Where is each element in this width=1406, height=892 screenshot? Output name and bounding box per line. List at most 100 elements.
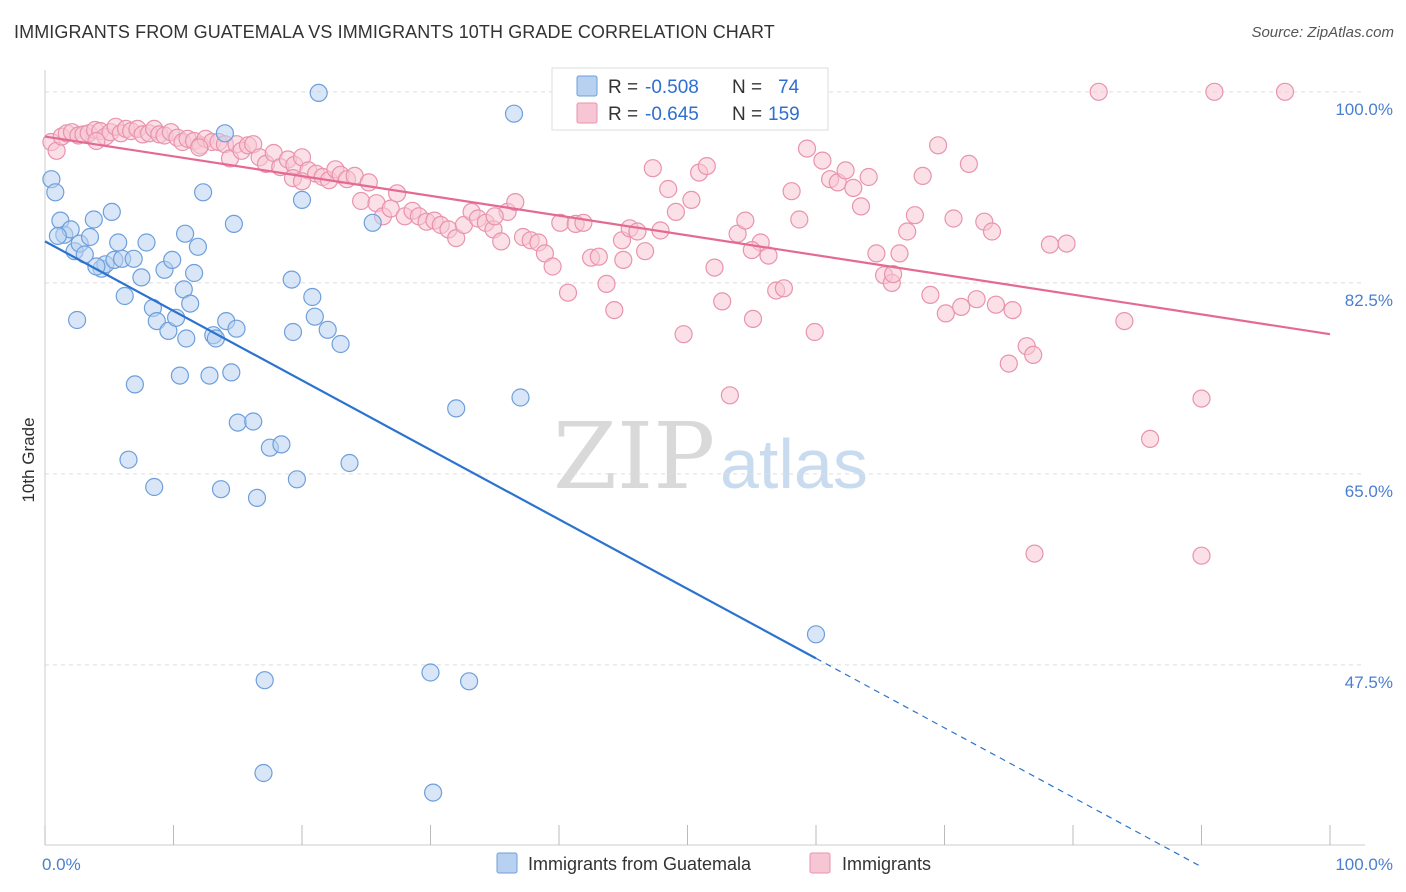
legend-n-label-2: N = <box>732 104 762 125</box>
legend-swatch-guatemala <box>496 852 518 874</box>
guatemala-point-71 <box>145 477 164 497</box>
immigrants-point-104 <box>736 211 755 230</box>
immigrants-point-91 <box>635 242 655 261</box>
immigrants-point-146 <box>1192 546 1211 565</box>
immigrants-point-85 <box>589 247 608 266</box>
guatemala-point-19 <box>137 233 156 252</box>
trend-line-guatemala-extension <box>815 657 1202 868</box>
y-axis-label: 10th Grade <box>19 417 38 502</box>
x-tick-label-1: 100.0% <box>1335 855 1393 874</box>
immigrants-point-120 <box>859 167 878 187</box>
legend-n-label-1: N = <box>732 77 762 98</box>
guatemala-point-14 <box>109 233 128 252</box>
immigrants-point-141 <box>1040 235 1060 254</box>
guatemala-point-62 <box>447 399 466 418</box>
immigrants-point-138 <box>1003 301 1022 320</box>
guatemala-point-29 <box>181 294 200 313</box>
immigrants-point-155 <box>485 207 504 226</box>
guatemala-point-50 <box>283 322 303 342</box>
legend-r-label-2: R = <box>608 104 638 125</box>
guatemala-point-65 <box>511 388 530 407</box>
immigrants-point-131 <box>944 209 963 228</box>
immigrants-point-134 <box>967 290 986 309</box>
guatemala-point-8 <box>80 227 100 247</box>
immigrants-point-133 <box>959 154 979 173</box>
guatemala-point-59 <box>363 213 382 232</box>
guatemala-point-39 <box>224 214 243 233</box>
legend-n-value-2: 159 <box>768 104 800 125</box>
immigrants-point-92 <box>643 159 662 178</box>
guatemala-point-60 <box>421 663 440 682</box>
immigrants-point-58 <box>388 184 407 203</box>
immigrants-point-147 <box>1025 544 1044 563</box>
immigrants-point-53 <box>352 191 371 211</box>
guatemala-point-16 <box>115 286 134 306</box>
guatemala-point-61 <box>424 783 443 802</box>
x-tick-label-0: 0.0% <box>42 855 81 874</box>
immigrants-point-72 <box>492 232 511 251</box>
y-tick-label-2: 65.0% <box>1345 482 1393 501</box>
immigrants-point-113 <box>805 322 824 342</box>
immigrants-point-100 <box>705 258 724 277</box>
immigrants-point-157 <box>190 138 209 157</box>
guatemala-point-28 <box>176 224 195 243</box>
immigrants-point-86 <box>597 274 616 293</box>
legend-swatch-pink <box>576 102 598 124</box>
guatemala-point-17 <box>124 249 143 268</box>
guatemala-point-56 <box>318 320 337 339</box>
immigrants-point-121 <box>867 244 886 263</box>
immigrants-point-144 <box>1140 429 1160 448</box>
guatemala-point-32 <box>194 183 213 202</box>
guatemala-point-36 <box>211 480 231 499</box>
series-guatemala-points <box>42 83 826 802</box>
immigrants-point-101 <box>713 292 732 311</box>
guatemala-point-24 <box>163 250 182 269</box>
guatemala-point-42 <box>215 124 234 143</box>
immigrants-point-83 <box>574 213 593 232</box>
guatemala-point-58 <box>340 453 359 473</box>
trend-lines <box>44 135 1331 868</box>
immigrants-point-132 <box>952 297 971 316</box>
immigrants-point-125 <box>898 222 917 241</box>
immigrants-point-114 <box>813 151 832 170</box>
immigrants-point-150 <box>1275 82 1295 101</box>
watermark-zip: ZIP <box>553 403 715 510</box>
tick-labels: 100.0% 82.5% 65.0% 47.5% 0.0% 100.0% <box>42 100 1393 874</box>
immigrants-point-74 <box>506 193 525 212</box>
guatemala-point-46 <box>254 763 273 783</box>
legend-r-value-1: -0.508 <box>645 77 699 98</box>
stats-legend: R = -0.508 N = 74 R = -0.645 N = 159 <box>551 67 829 131</box>
immigrants-point-158 <box>87 131 106 151</box>
immigrants-point-154 <box>614 250 633 269</box>
immigrants-point-140 <box>1024 345 1043 364</box>
guatemala-point-21 <box>147 312 166 331</box>
guatemala-point-44 <box>247 488 267 507</box>
guatemala-point-70 <box>119 450 138 469</box>
grid-lines <box>45 91 1365 666</box>
guatemala-point-66 <box>806 625 826 644</box>
guatemala-point-63 <box>460 672 479 691</box>
immigrants-point-99 <box>697 157 716 176</box>
guatemala-point-73 <box>177 329 196 348</box>
immigrants-point-136 <box>982 222 1002 241</box>
guatemala-point-31 <box>188 237 207 256</box>
guatemala-point-43 <box>244 412 263 431</box>
guatemala-point-33 <box>200 366 219 385</box>
guatemala-point-45 <box>255 671 274 690</box>
guatemala-point-57 <box>331 334 350 354</box>
guatemala-point-9 <box>84 210 103 229</box>
immigrants-point-124 <box>890 244 909 263</box>
immigrants-point-152 <box>883 265 903 284</box>
immigrants-point-145 <box>1192 389 1211 408</box>
guatemala-point-1 <box>46 183 65 202</box>
immigrants-point-105 <box>743 309 763 328</box>
trend-line-guatemala <box>44 240 817 660</box>
immigrants-point-90 <box>628 222 647 241</box>
guatemala-point-55 <box>309 83 328 103</box>
chart-source: Source: ZipAtlas.com <box>1251 24 1394 41</box>
immigrants-point-117 <box>836 161 855 180</box>
immigrants-point-130 <box>936 304 955 323</box>
guatemala-point-26 <box>170 366 189 385</box>
guatemala-point-49 <box>282 270 301 289</box>
